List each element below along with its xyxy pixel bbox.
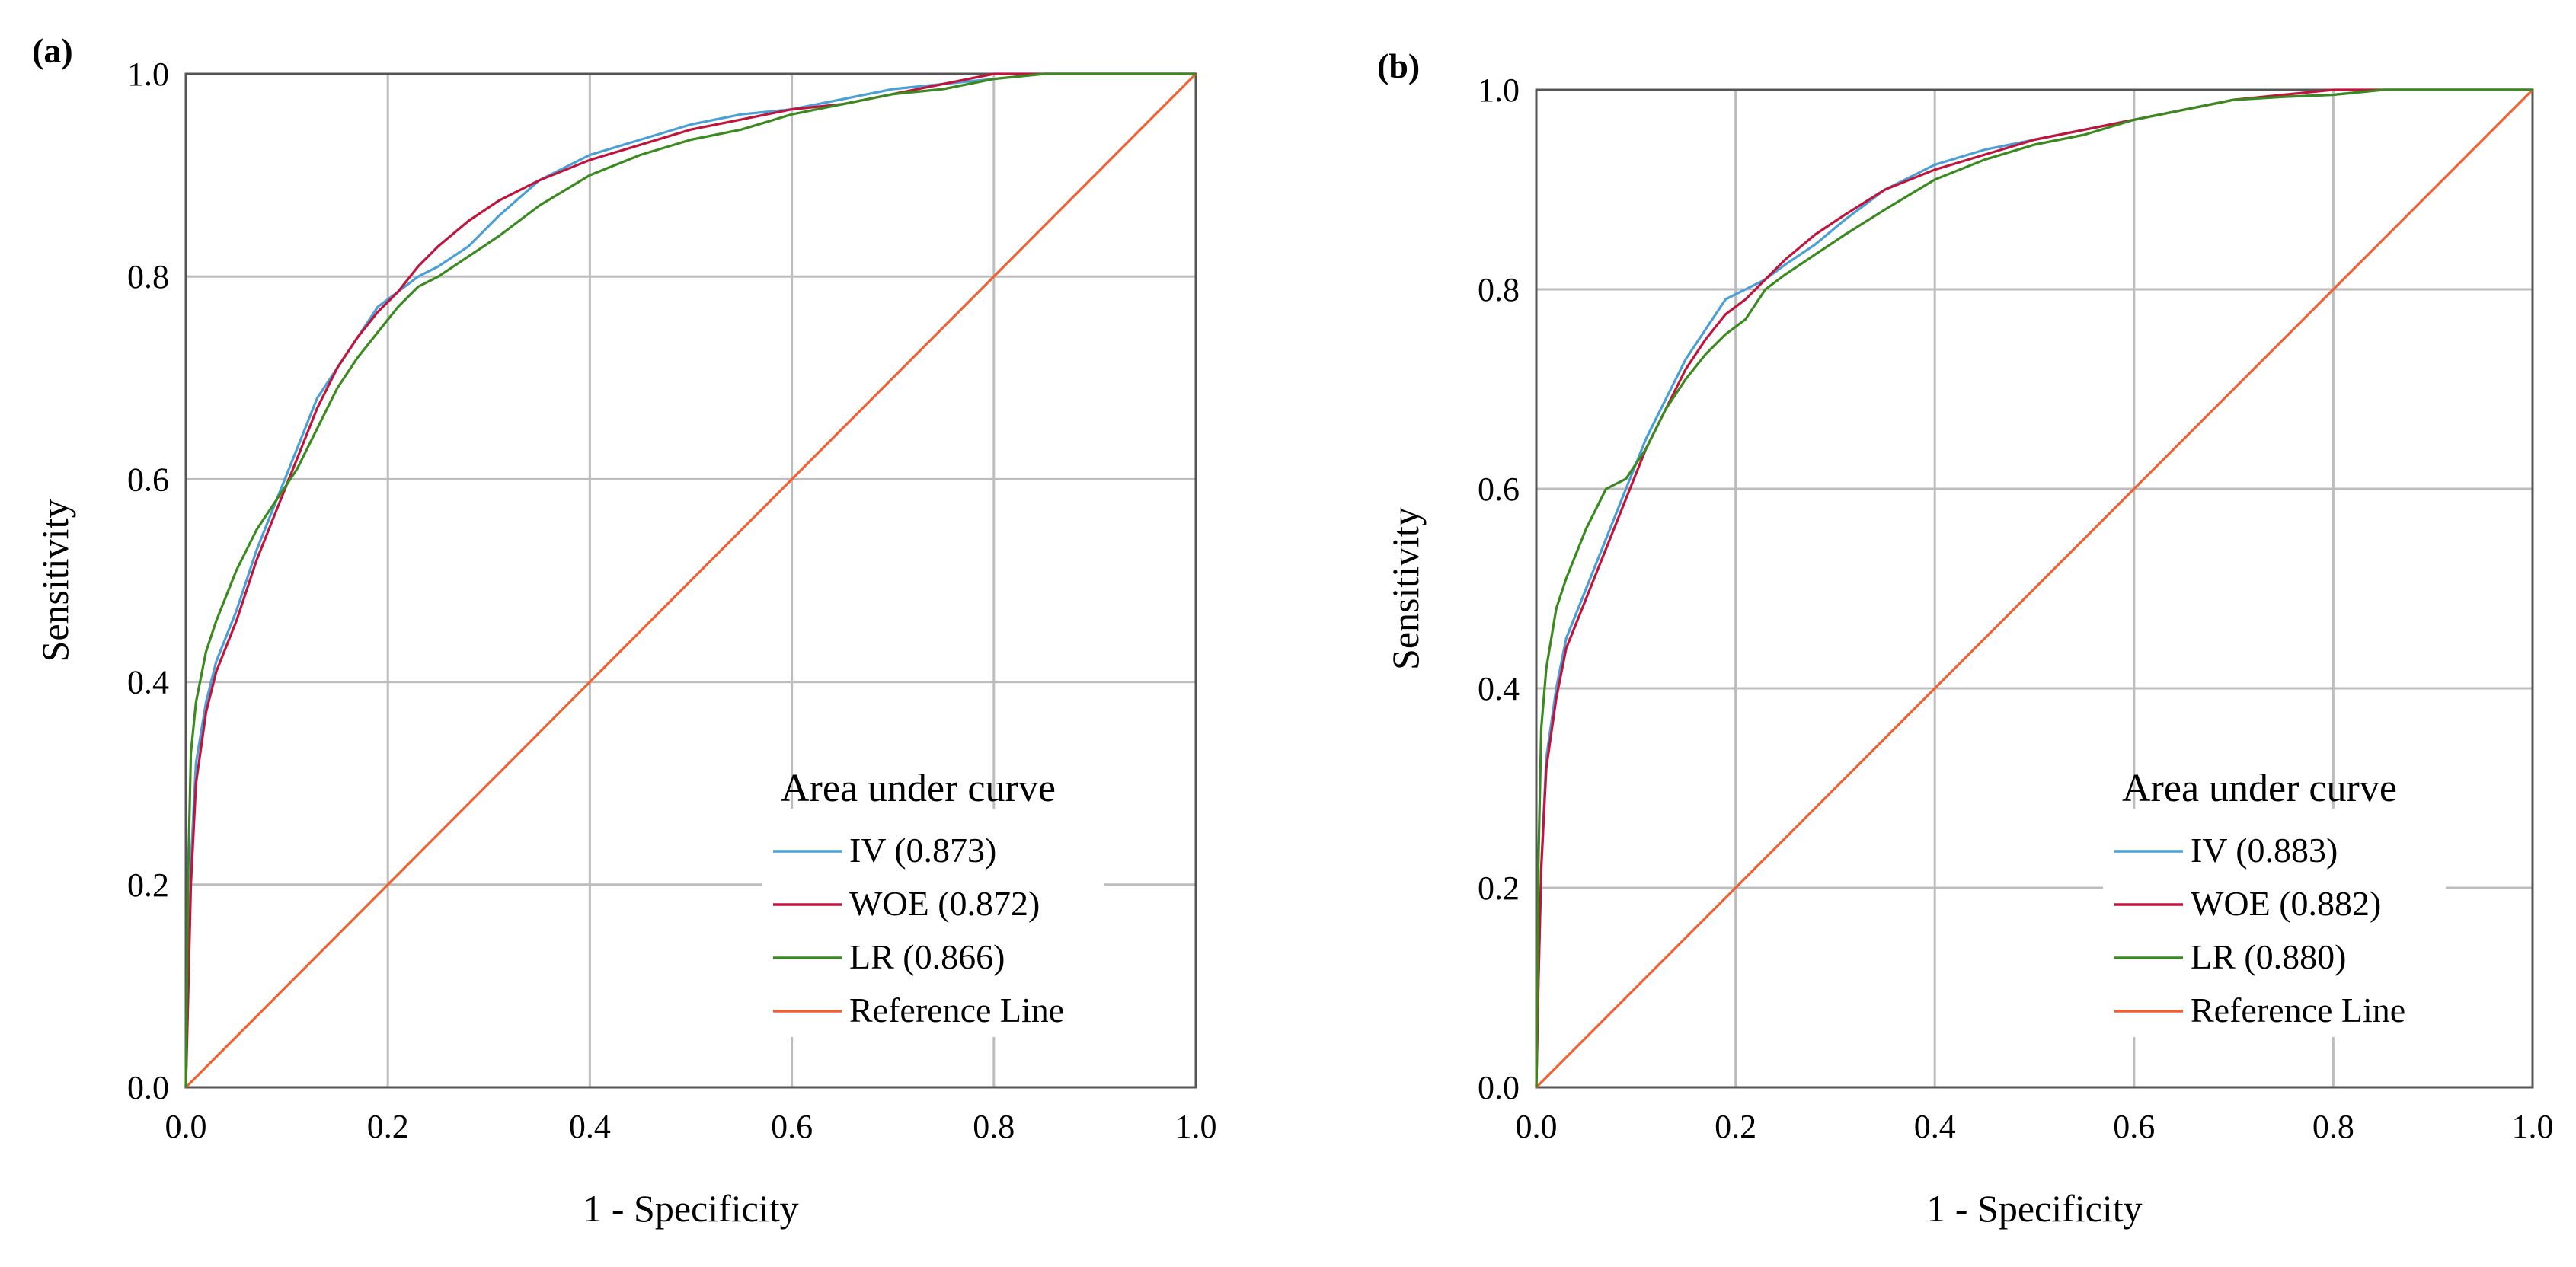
panel-b-legend-label-woe: WOE (0.882)	[2191, 884, 2381, 923]
panel-a-x-tick-label: 1.0	[1175, 1108, 1217, 1145]
panel-a-x-axis-title: 1 - Specificity	[583, 1187, 798, 1230]
panel-b-label: (b)	[1377, 46, 1420, 85]
panel-a-label: (a)	[32, 31, 73, 70]
panel-a-y-tick-label: 0.4	[127, 664, 169, 701]
panel-a-woe-curve	[184, 72, 1196, 1088]
panel-b-y-tick-label: 1.0	[1478, 72, 1520, 109]
panel-a-legend-label-reference: Reference Line	[849, 991, 1064, 1029]
panel-a-y-tick-label: 1.0	[127, 56, 169, 93]
panel-b-series	[1535, 88, 2534, 1089]
panel-a-x-tick-label: 0.8	[973, 1108, 1015, 1145]
panel-b-y-axis-title: Sensitivity	[1384, 507, 1427, 670]
panel-a-legend-background	[762, 809, 1104, 1037]
panel-b-legend-title: Area under curve	[2122, 767, 2397, 810]
panel-a-legend-label-woe: WOE (0.872)	[849, 884, 1040, 923]
panel-b-legend: Area under curve IV (0.883) WOE (0.882) LR…	[2103, 767, 2446, 1037]
panel-a-plot-frame	[184, 72, 1197, 1089]
panel-a-y-tick-label: 0.0	[127, 1069, 169, 1106]
panel-b-x-axis-title: 1 - Specificity	[1926, 1187, 2142, 1230]
panel-b-legend-label-iv: IV (0.883)	[2191, 831, 2338, 870]
panel-a-series	[184, 72, 1197, 1089]
panel-b-legend-label-reference: Reference Line	[2191, 991, 2405, 1029]
panel-a-reference-curve	[184, 72, 1197, 1089]
panel-a-legend-title: Area under curve	[781, 767, 1056, 810]
panel-b-lr-curve	[1535, 88, 2533, 1088]
panel-b-reference-curve	[1535, 88, 2534, 1089]
panel-a-ticks: 0.0 0.2 0.4 0.6 0.8 1.0 0.0 0.2 0.4 0.6 0.8 1.0	[127, 56, 1217, 1145]
panel-a-legend-label-iv: IV (0.873)	[849, 831, 996, 870]
panel-b-legend-items: IV (0.883) WOE (0.882) LR (0.880) Reference…	[2114, 831, 2405, 1029]
panel-b-y-tick-label: 0.0	[1478, 1069, 1520, 1106]
panel-a-legend-label-lr: LR (0.866)	[849, 937, 1005, 976]
panel-a-grid	[186, 74, 1196, 1087]
panel-a-iv-curve	[184, 72, 1196, 1088]
panel-a-legend: Area under curve IV (0.873) WOE (0.872) LR…	[762, 767, 1104, 1037]
panel-a-x-tick-label: 0.2	[367, 1108, 409, 1145]
panel-b-y-tick-label: 0.4	[1478, 670, 1520, 707]
panel-a-x-tick-label: 0.4	[569, 1108, 611, 1145]
panel-a-x-tick-label: 0.0	[165, 1108, 207, 1145]
panel-b-x-tick-label: 0.0	[1516, 1108, 1558, 1145]
panel-a: (a) 0.0 0.2 0.4 0.6 0.8 1.0 0.0 0.2 0.4 0.6 0.8 1.0…	[32, 31, 1217, 1230]
panel-b-legend-background	[2103, 809, 2446, 1037]
panel-a-y-axis-title: Sensitivity	[34, 499, 76, 662]
panel-a-y-tick-label: 0.8	[127, 258, 169, 295]
panel-b-x-tick-label: 0.6	[2113, 1108, 2155, 1145]
panel-a-y-tick-label: 0.2	[127, 866, 169, 904]
panel-b-x-tick-label: 0.8	[2312, 1108, 2354, 1145]
panel-b-legend-label-lr: LR (0.880)	[2191, 937, 2346, 976]
panel-b-x-tick-label: 1.0	[2512, 1108, 2554, 1145]
panel-b-x-tick-label: 0.2	[1715, 1108, 1756, 1145]
panel-b-x-tick-label: 0.4	[1914, 1108, 1956, 1145]
panel-a-legend-items: IV (0.873) WOE (0.872) LR (0.866) Reference…	[773, 831, 1064, 1029]
panel-b-y-tick-label: 0.2	[1478, 870, 1520, 907]
panel-b-woe-curve	[1535, 88, 2533, 1088]
panel-b-y-tick-label: 0.8	[1478, 271, 1520, 308]
panel-a-x-tick-label: 0.6	[771, 1108, 813, 1145]
panel-b-y-tick-label: 0.6	[1478, 471, 1520, 508]
panel-b-plot-frame	[1535, 88, 2534, 1089]
panel-b-ticks: 0.0 0.2 0.4 0.6 0.8 1.0 0.0 0.2 0.4 0.6 0.8 1.0	[1478, 72, 2554, 1145]
panel-a-y-tick-label: 0.6	[127, 461, 169, 498]
panel-a-lr-curve	[184, 72, 1196, 1088]
panel-b: (b) 0.0 0.2 0.4 0.6 0.8 1.0 0.0 0.2 0.4 0.6 0.8 1.0…	[1377, 46, 2554, 1230]
